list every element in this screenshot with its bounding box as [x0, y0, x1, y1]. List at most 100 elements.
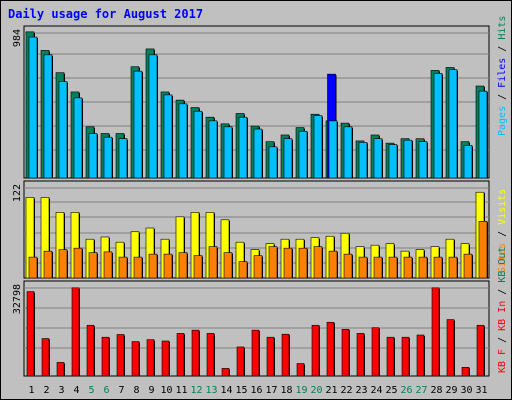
- sites-bar: [373, 256, 383, 279]
- sites-bar: [73, 247, 83, 279]
- kb-in-bar: [326, 321, 335, 377]
- sites-bar: [478, 221, 488, 279]
- kb-in-bar: [371, 327, 380, 377]
- sites-bar: [343, 253, 353, 279]
- sites-bar: [28, 256, 38, 279]
- kb-in-bar: [356, 333, 365, 377]
- hits-bar: [448, 69, 458, 179]
- kb-in-bar: [476, 324, 485, 377]
- kb-in-bar: [116, 334, 125, 377]
- hits-bar: [133, 70, 143, 179]
- kb-in-bar: [236, 346, 245, 377]
- kb-in-bar: [461, 367, 470, 377]
- kb-in-bar: [251, 329, 260, 377]
- x-axis-labels: 1 2 3 4 5 6 7 8 9 10 11 12 13 14 15 16 17 18 19 20 21 22 23 24 2…: [28, 385, 487, 396]
- x-tick-label: 24: [370, 385, 382, 396]
- x-tick-label: 6: [103, 385, 109, 396]
- hits-bar: [358, 142, 368, 179]
- x-tick-label: 17: [265, 385, 277, 396]
- panel-top: 984: [12, 25, 490, 179]
- legend-item: Visits: [497, 189, 508, 225]
- kb-in-bar: [341, 329, 350, 377]
- sites-bar: [253, 255, 263, 279]
- x-tick-label: 1: [28, 385, 34, 396]
- sites-bar: [148, 253, 158, 279]
- x-tick-label: 23: [355, 385, 367, 396]
- legend: Pages / Files / Hits: [497, 16, 508, 136]
- legend-item: KB F: [497, 349, 508, 373]
- sites-bar: [298, 247, 308, 279]
- sites-bar: [388, 256, 398, 279]
- x-tick-label: 29: [445, 385, 457, 396]
- kb-in-bar: [176, 333, 185, 377]
- hits-bar: [463, 145, 473, 179]
- sites-bar: [418, 256, 428, 279]
- sites-bar: [223, 252, 233, 279]
- kb-in-bar: [386, 336, 395, 377]
- x-tick-label: 7: [118, 385, 124, 396]
- hits-bar: [328, 120, 338, 179]
- hits-bar: [28, 36, 38, 179]
- legend-separator: /: [497, 283, 508, 301]
- legend: Sites / Visits: [497, 189, 508, 273]
- hits-bar: [388, 144, 398, 179]
- sites-bar: [58, 249, 68, 279]
- kb-in-bar: [221, 368, 230, 377]
- legend-separator: /: [497, 225, 508, 243]
- x-tick-label: 4: [73, 385, 79, 396]
- hits-bar: [238, 116, 248, 179]
- sites-bar: [43, 250, 53, 279]
- x-tick-label: 12: [190, 385, 202, 396]
- sites-bar: [208, 246, 218, 279]
- panel-bottom: 32798: [12, 280, 490, 377]
- hits-bar: [163, 94, 173, 179]
- hits-bar: [88, 133, 98, 179]
- kb-in-bar: [281, 333, 290, 377]
- hits-bar: [268, 146, 278, 179]
- sites-bar: [238, 261, 248, 279]
- sites-bar: [268, 246, 278, 279]
- kb-in-bar: [311, 324, 320, 377]
- sites-bar: [133, 256, 143, 279]
- x-tick-label: 30: [460, 385, 472, 396]
- sites-bar: [313, 246, 323, 279]
- hits-bar: [193, 110, 203, 179]
- x-tick-label: 2: [43, 385, 49, 396]
- x-tick-label: 19: [295, 385, 307, 396]
- hits-bar: [58, 81, 68, 179]
- sites-bar: [433, 256, 443, 279]
- kb-in-bar: [101, 336, 110, 377]
- x-tick-label: 31: [475, 385, 487, 396]
- chart-title: Daily usage for August 2017: [8, 7, 204, 21]
- panel-middle: 122: [12, 180, 490, 279]
- x-tick-label: 5: [88, 385, 94, 396]
- kb-in-bar: [206, 333, 215, 377]
- sites-bar: [103, 251, 113, 279]
- sites-bar: [118, 256, 128, 279]
- x-tick-label: 14: [220, 385, 232, 396]
- sites-bar: [193, 255, 203, 279]
- legend-separator: /: [497, 331, 508, 349]
- x-tick-label: 21: [325, 385, 337, 396]
- x-tick-label: 3: [58, 385, 64, 396]
- x-tick-label: 26: [400, 385, 412, 396]
- hits-bar: [223, 126, 233, 179]
- hits-bar: [313, 115, 323, 179]
- x-tick-label: 10: [160, 385, 172, 396]
- legend-item: KB In: [497, 301, 508, 331]
- sites-bar: [178, 252, 188, 279]
- x-tick-label: 15: [235, 385, 247, 396]
- legend-panel-1: Pages / Files / Hits: [497, 16, 508, 136]
- sites-bar: [328, 250, 338, 279]
- kb-in-bar: [131, 341, 140, 377]
- x-tick-label: 27: [415, 385, 427, 396]
- hits-bar: [103, 136, 113, 179]
- legend: KB F / KB In / KB Out: [497, 247, 508, 373]
- kb-in-bar: [191, 329, 200, 377]
- legend-item: Sites: [497, 243, 508, 273]
- hits-bar: [403, 139, 413, 179]
- kb-in-bar: [431, 287, 440, 377]
- x-tick-label: 28: [430, 385, 442, 396]
